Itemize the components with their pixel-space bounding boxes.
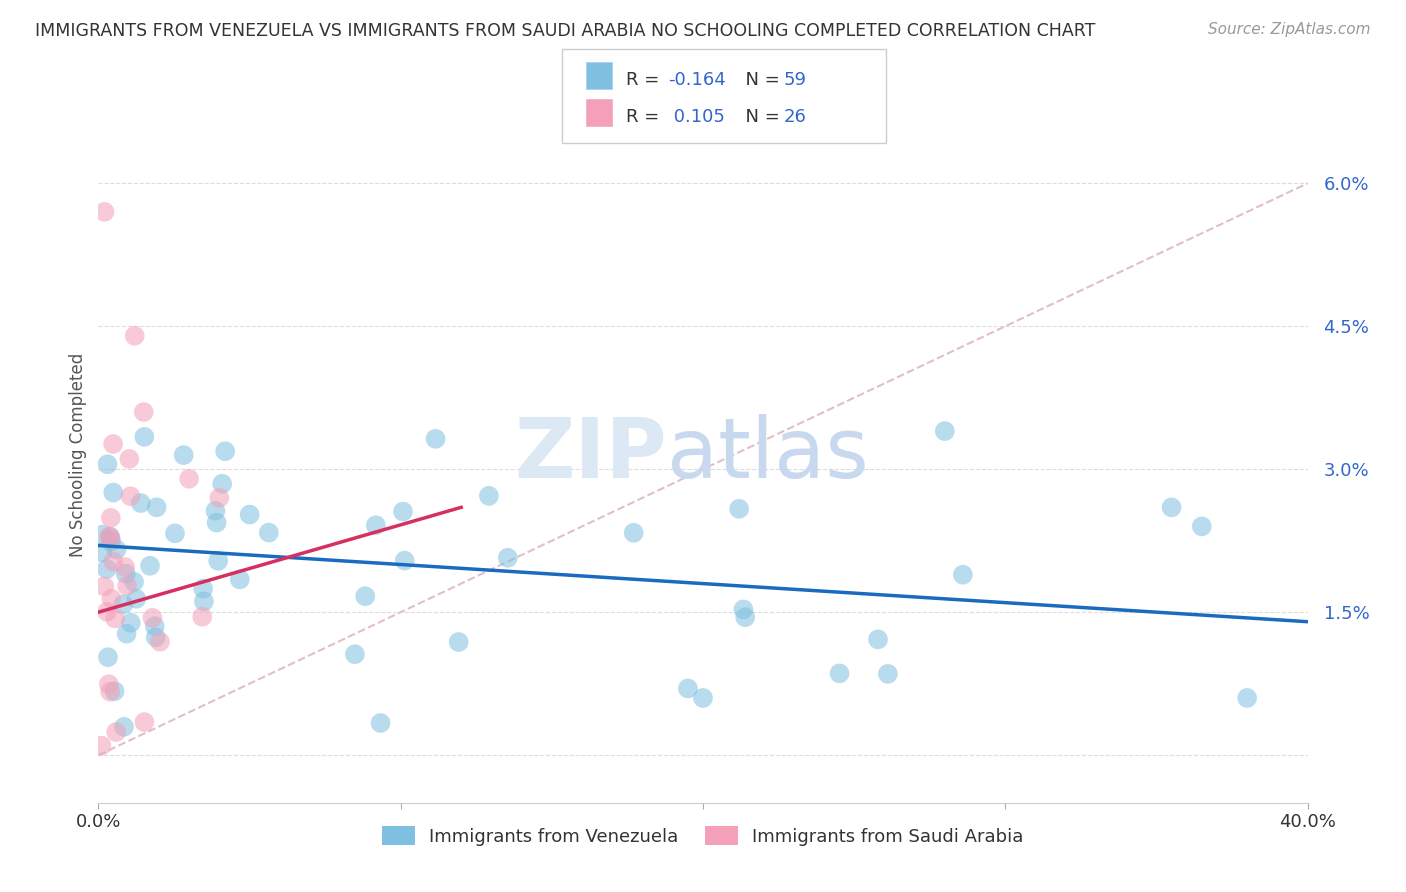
Point bbox=[91, 545, 114, 559]
Text: 59: 59 bbox=[783, 71, 806, 89]
Point bbox=[239, 508, 262, 522]
Point bbox=[104, 611, 127, 625]
Point bbox=[90, 739, 112, 753]
Point bbox=[447, 635, 470, 649]
Point bbox=[112, 597, 135, 611]
Point bbox=[132, 405, 155, 419]
Point bbox=[425, 432, 447, 446]
Point bbox=[115, 579, 138, 593]
Point bbox=[96, 605, 118, 619]
Point bbox=[877, 666, 900, 681]
Point bbox=[122, 574, 145, 589]
Point bbox=[1236, 690, 1258, 705]
Point bbox=[828, 666, 851, 681]
Point bbox=[692, 690, 714, 705]
Point bbox=[114, 566, 136, 581]
Text: N =: N = bbox=[734, 108, 786, 126]
Point bbox=[91, 527, 114, 541]
Point bbox=[676, 681, 699, 696]
Point bbox=[952, 567, 974, 582]
Point bbox=[125, 591, 148, 606]
Point bbox=[105, 542, 128, 557]
Point bbox=[120, 615, 142, 630]
Point bbox=[354, 589, 377, 603]
Point bbox=[93, 205, 115, 219]
Point bbox=[934, 424, 956, 438]
Point bbox=[496, 550, 519, 565]
Text: atlas: atlas bbox=[666, 415, 869, 495]
Point bbox=[728, 501, 751, 516]
Text: N =: N = bbox=[734, 71, 786, 89]
Point bbox=[149, 634, 172, 648]
Point bbox=[139, 558, 162, 573]
Point bbox=[1191, 519, 1213, 533]
Point bbox=[98, 684, 121, 698]
Point bbox=[370, 716, 392, 731]
Point bbox=[141, 611, 163, 625]
Text: 26: 26 bbox=[783, 108, 806, 126]
Text: ZIP: ZIP bbox=[515, 415, 666, 495]
Point bbox=[214, 444, 236, 458]
Point bbox=[129, 496, 152, 510]
Point bbox=[115, 626, 138, 640]
Point bbox=[207, 554, 229, 568]
Point bbox=[118, 452, 141, 467]
Point bbox=[208, 491, 231, 505]
Point bbox=[191, 582, 214, 596]
Point bbox=[193, 594, 215, 608]
Point bbox=[364, 518, 387, 533]
Legend: Immigrants from Venezuela, Immigrants from Saudi Arabia: Immigrants from Venezuela, Immigrants fr… bbox=[375, 819, 1031, 853]
Point bbox=[103, 485, 125, 500]
Text: -0.164: -0.164 bbox=[668, 71, 725, 89]
Point bbox=[100, 511, 122, 525]
Point bbox=[100, 532, 122, 546]
Point bbox=[145, 500, 167, 515]
Point bbox=[343, 647, 366, 661]
Point bbox=[623, 525, 645, 540]
Point bbox=[100, 534, 122, 549]
Point bbox=[257, 525, 280, 540]
Text: R =: R = bbox=[626, 108, 665, 126]
Y-axis label: No Schooling Completed: No Schooling Completed bbox=[69, 353, 87, 557]
Point bbox=[124, 328, 146, 343]
Text: 0.105: 0.105 bbox=[668, 108, 724, 126]
Point bbox=[97, 677, 120, 691]
Point bbox=[205, 516, 228, 530]
Point bbox=[394, 553, 416, 567]
Point bbox=[93, 579, 115, 593]
Text: Source: ZipAtlas.com: Source: ZipAtlas.com bbox=[1208, 22, 1371, 37]
Point bbox=[103, 555, 125, 569]
Point bbox=[204, 504, 226, 518]
Point bbox=[98, 529, 121, 543]
Point bbox=[734, 610, 756, 624]
Point bbox=[145, 630, 167, 644]
Text: IMMIGRANTS FROM VENEZUELA VS IMMIGRANTS FROM SAUDI ARABIA NO SCHOOLING COMPLETED: IMMIGRANTS FROM VENEZUELA VS IMMIGRANTS … bbox=[35, 22, 1095, 40]
Point bbox=[134, 430, 156, 444]
Point bbox=[478, 489, 501, 503]
Point bbox=[98, 530, 121, 544]
Point bbox=[134, 714, 156, 729]
Point bbox=[100, 591, 122, 606]
Point bbox=[112, 720, 135, 734]
Point bbox=[120, 489, 142, 503]
Point bbox=[211, 476, 233, 491]
Point bbox=[96, 457, 118, 471]
Text: R =: R = bbox=[626, 71, 665, 89]
Point bbox=[1160, 500, 1182, 515]
Point bbox=[104, 684, 127, 698]
Point bbox=[866, 632, 889, 647]
Point bbox=[96, 562, 118, 576]
Point bbox=[101, 437, 124, 451]
Point bbox=[229, 573, 252, 587]
Point bbox=[173, 448, 195, 462]
Point bbox=[191, 609, 214, 624]
Point bbox=[114, 560, 136, 574]
Point bbox=[733, 602, 755, 616]
Point bbox=[97, 650, 120, 665]
Point bbox=[105, 725, 128, 739]
Point bbox=[392, 505, 415, 519]
Point bbox=[143, 619, 166, 633]
Point bbox=[163, 526, 186, 541]
Point bbox=[179, 472, 201, 486]
